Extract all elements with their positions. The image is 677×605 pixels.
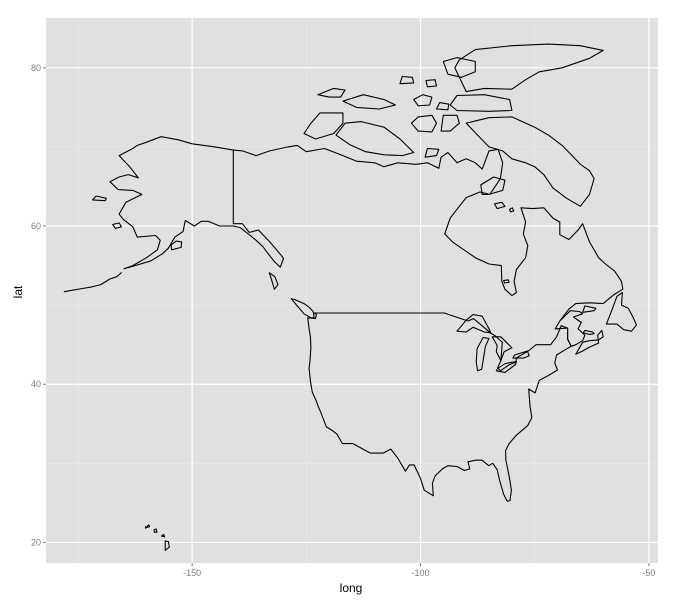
region-outline-somerset-island xyxy=(440,114,460,132)
region-outline-coats-island xyxy=(493,201,506,210)
region-outline-baffin-island xyxy=(465,116,595,207)
y-axis-title: lat xyxy=(11,285,25,298)
y-axis-ticks: 20 40 60 80 xyxy=(31,63,46,547)
x-tick-label: -100 xyxy=(411,568,429,578)
x-tick-label: -150 xyxy=(183,568,201,578)
region-outline-lake-ontario xyxy=(512,350,530,359)
region-outline-aleutian-islands xyxy=(63,272,122,293)
region-outline-st-lawrence-island xyxy=(92,195,107,202)
region-outline-ellef-ringnes-island xyxy=(399,75,415,85)
region-outline-anticosti-island xyxy=(582,305,597,313)
region-outline-cornwallis-island xyxy=(435,102,450,111)
region-outline-prince-edward-island xyxy=(582,329,595,335)
region-outline-kauai xyxy=(146,524,151,528)
region-outline-mansel-island xyxy=(509,207,515,213)
region-outline-lake-michigan xyxy=(475,337,490,372)
x-axis-title: long xyxy=(340,581,363,595)
region-outline-axel-heiberg-island xyxy=(442,57,476,78)
region-outline-nova-scotia xyxy=(575,329,604,355)
region-outline-vancouver-island xyxy=(290,298,315,319)
y-tick-label: 20 xyxy=(31,537,41,547)
region-outline-usa-lower-48 xyxy=(307,312,572,502)
region-outline-king-william-island xyxy=(424,147,440,158)
region-outline-maui xyxy=(160,533,166,538)
region-outline-melville-island xyxy=(342,94,396,110)
region-outline-niihau xyxy=(145,526,148,529)
region-outline-prince-of-wales-island xyxy=(410,114,438,133)
region-outline-oahu xyxy=(153,528,158,533)
y-tick-label: 40 xyxy=(31,379,41,389)
region-outline-lake-superior xyxy=(456,314,492,334)
map-outlines xyxy=(63,43,638,551)
region-outline-southampton-island xyxy=(480,176,506,195)
region-outline-bathurst-island xyxy=(413,94,433,107)
grid-major xyxy=(46,18,658,563)
region-outline-lake-huron xyxy=(491,336,513,362)
plot-panel xyxy=(46,18,658,563)
y-tick-label: 60 xyxy=(31,221,41,231)
x-tick-label: -50 xyxy=(642,568,655,578)
region-outline-prince-patrick-island xyxy=(317,87,346,98)
y-tick-label: 80 xyxy=(31,63,41,73)
region-outline-canada-mainland xyxy=(232,144,624,347)
grid-minor xyxy=(46,18,658,563)
region-outline-kodiak-island xyxy=(170,240,183,251)
region-outline-newfoundland xyxy=(605,291,638,332)
region-outline-amund-ringnes-island xyxy=(425,79,438,88)
region-outline-nunivak-island xyxy=(112,222,122,229)
region-outline-alaska xyxy=(109,136,285,270)
region-outline-lake-erie xyxy=(495,360,517,373)
region-outline-devon-island xyxy=(449,94,513,112)
region-outline-hawaii-big-island xyxy=(164,540,170,551)
region-outline-akimiski-island xyxy=(503,279,510,284)
region-outline-banks-island xyxy=(303,112,344,140)
region-outline-haida-gwaii xyxy=(268,272,279,290)
region-outline-victoria-island xyxy=(335,121,415,157)
x-axis-ticks: -150 -100 -50 xyxy=(183,563,655,578)
region-outline-ellesmere-island xyxy=(454,43,604,93)
